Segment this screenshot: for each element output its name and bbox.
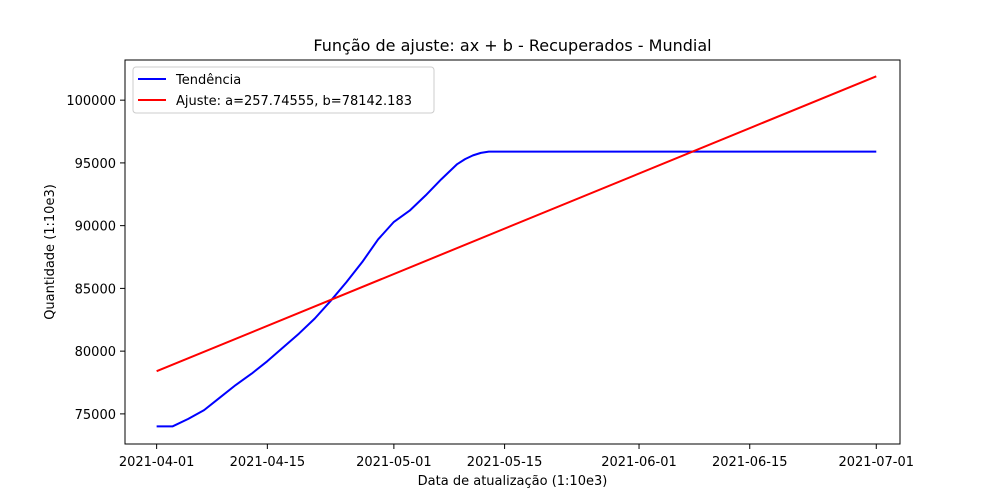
y-axis: 75000 80000 85000 90000 95000 100000 (66, 94, 125, 423)
x-axis-label: Data de atualização (1:10e3) (418, 474, 608, 489)
y-tick-label: 100000 (66, 94, 116, 109)
x-tick-label: 2021-06-01 (601, 455, 677, 470)
legend-label-trend: Tendência (175, 73, 241, 88)
y-tick-label: 90000 (75, 220, 116, 235)
y-tick-label: 75000 (75, 408, 116, 423)
x-axis: 2021-04-01 2021-04-15 2021-05-01 2021-05-15… (119, 444, 914, 470)
series-line-trend (156, 150, 877, 428)
y-tick-label: 95000 (75, 157, 116, 172)
x-tick-label: 2021-04-15 (230, 455, 306, 470)
plot-frame (124, 59, 901, 445)
y-tick-label: 80000 (75, 345, 116, 360)
x-tick-label: 2021-07-01 (838, 455, 914, 470)
y-tick-label: 85000 (75, 282, 116, 297)
legend: Tendência Ajuste: a=257.74555, b=78142.1… (132, 66, 435, 114)
plot-area (124, 59, 901, 445)
x-tick-label: 2021-05-01 (356, 455, 432, 470)
chart-title: Função de ajuste: ax + b - Recuperados -… (313, 36, 711, 55)
legend-label-fit: Ajuste: a=257.74555, b=78142.183 (176, 94, 412, 109)
x-tick-label: 2021-05-15 (467, 455, 543, 470)
series-line-fit (156, 75, 877, 373)
x-tick-label: 2021-06-15 (712, 455, 788, 470)
legend-box (132, 66, 435, 114)
y-axis-label: Quantidade (1:10e3) (43, 184, 58, 320)
x-tick-label: 2021-04-01 (119, 455, 195, 470)
